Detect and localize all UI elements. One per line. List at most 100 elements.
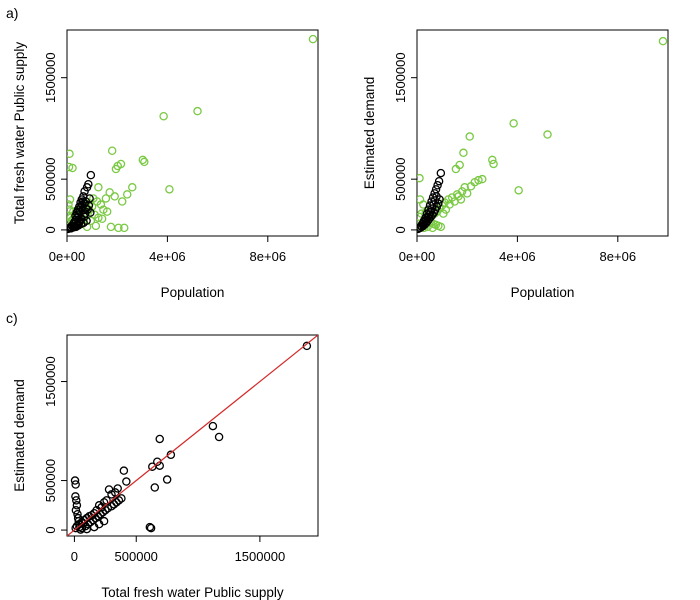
x-tick-label: 8e+06	[600, 249, 637, 264]
data-point	[104, 485, 114, 494]
x-tick-label: 8e+06	[250, 249, 287, 264]
x-axis-title: Total fresh water Public supply	[101, 585, 284, 600]
data-point	[214, 432, 224, 442]
data-point	[436, 222, 446, 232]
data-point	[165, 185, 174, 194]
data-point	[122, 477, 131, 486]
data-point	[99, 516, 109, 526]
x-tick-label: 0	[71, 549, 78, 564]
data-point	[91, 221, 101, 231]
series-1	[417, 168, 446, 234]
data-point	[166, 450, 176, 460]
data-point	[105, 188, 114, 197]
data-point	[114, 496, 124, 505]
data-point	[488, 155, 497, 165]
data-point	[308, 34, 318, 44]
data-point	[107, 490, 116, 499]
scatter-panel-c: 0 500000 1500000 0 500000 1500000 Total fresh …	[12, 334, 319, 600]
y-tick-label: 1500000	[43, 356, 58, 407]
data-point	[117, 494, 126, 503]
y-tick-label: 500000	[393, 157, 408, 200]
x-tick-label: 500000	[115, 549, 158, 564]
data-point	[101, 506, 110, 515]
series-0	[417, 36, 668, 234]
data-point	[110, 192, 119, 201]
data-point	[122, 190, 132, 199]
data-point	[94, 183, 103, 192]
data-point	[101, 194, 111, 203]
data-point	[107, 146, 117, 156]
data-point	[102, 207, 112, 216]
data-point	[432, 192, 441, 201]
series-1	[67, 170, 96, 234]
y-axis-title: Estimated demand	[362, 77, 377, 190]
data-point	[71, 492, 80, 501]
data-point	[94, 501, 104, 510]
data-point	[138, 155, 148, 165]
data-point	[67, 195, 75, 204]
data-point	[67, 224, 76, 233]
y-axis-title: Estimated demand	[12, 379, 27, 492]
data-point	[153, 457, 162, 466]
data-point	[86, 170, 96, 180]
x-tick-label: 4e+06	[499, 249, 536, 264]
data-point	[436, 168, 446, 178]
data-point	[474, 175, 483, 185]
data-point	[119, 466, 129, 475]
data-point	[70, 476, 80, 485]
data-point	[67, 149, 74, 159]
plot-frame	[66, 334, 319, 537]
data-point	[150, 483, 160, 492]
x-axis-title: Population	[511, 285, 575, 300]
data-point	[430, 196, 440, 205]
data-point	[456, 195, 466, 204]
y-tick-label: 0	[43, 226, 58, 233]
data-point	[128, 183, 137, 192]
data-point	[72, 501, 82, 510]
x-tick-label: 0e+00	[399, 249, 436, 264]
data-point	[71, 506, 81, 515]
y-tick-label: 0	[43, 526, 58, 533]
data-point	[145, 522, 155, 532]
data-point	[478, 174, 487, 184]
data-point	[68, 163, 77, 173]
data-point	[429, 200, 438, 209]
data-point	[78, 518, 88, 528]
data-point	[106, 222, 116, 232]
data-point	[111, 164, 121, 174]
data-point	[162, 475, 172, 484]
data-point	[465, 132, 474, 141]
data-point	[658, 36, 668, 46]
data-point	[92, 197, 102, 206]
data-point	[451, 164, 461, 174]
plot-frame	[66, 29, 319, 237]
data-point	[71, 211, 80, 220]
y-tick-label: 0	[393, 226, 408, 233]
data-point	[76, 198, 85, 207]
data-point	[459, 148, 468, 158]
data-point	[428, 223, 437, 233]
data-point	[489, 159, 498, 169]
identity-line	[67, 335, 318, 536]
y-tick-label: 500000	[43, 157, 58, 200]
data-point	[82, 524, 92, 534]
series-0	[67, 34, 318, 234]
data-point	[302, 341, 312, 351]
data-point	[509, 119, 518, 128]
y-tick-label: 1500000	[393, 52, 408, 103]
data-point	[67, 200, 73, 209]
series-0	[70, 341, 312, 534]
data-point	[439, 209, 448, 218]
data-point	[148, 462, 157, 471]
data-point	[97, 214, 107, 223]
data-point	[94, 213, 103, 222]
panel-label-c: c)	[6, 310, 18, 326]
data-point	[140, 157, 149, 167]
data-point	[420, 217, 429, 227]
data-point	[119, 223, 129, 233]
data-point	[417, 173, 424, 183]
plot-frame	[416, 29, 669, 237]
data-point	[462, 189, 472, 198]
data-point	[514, 186, 523, 195]
